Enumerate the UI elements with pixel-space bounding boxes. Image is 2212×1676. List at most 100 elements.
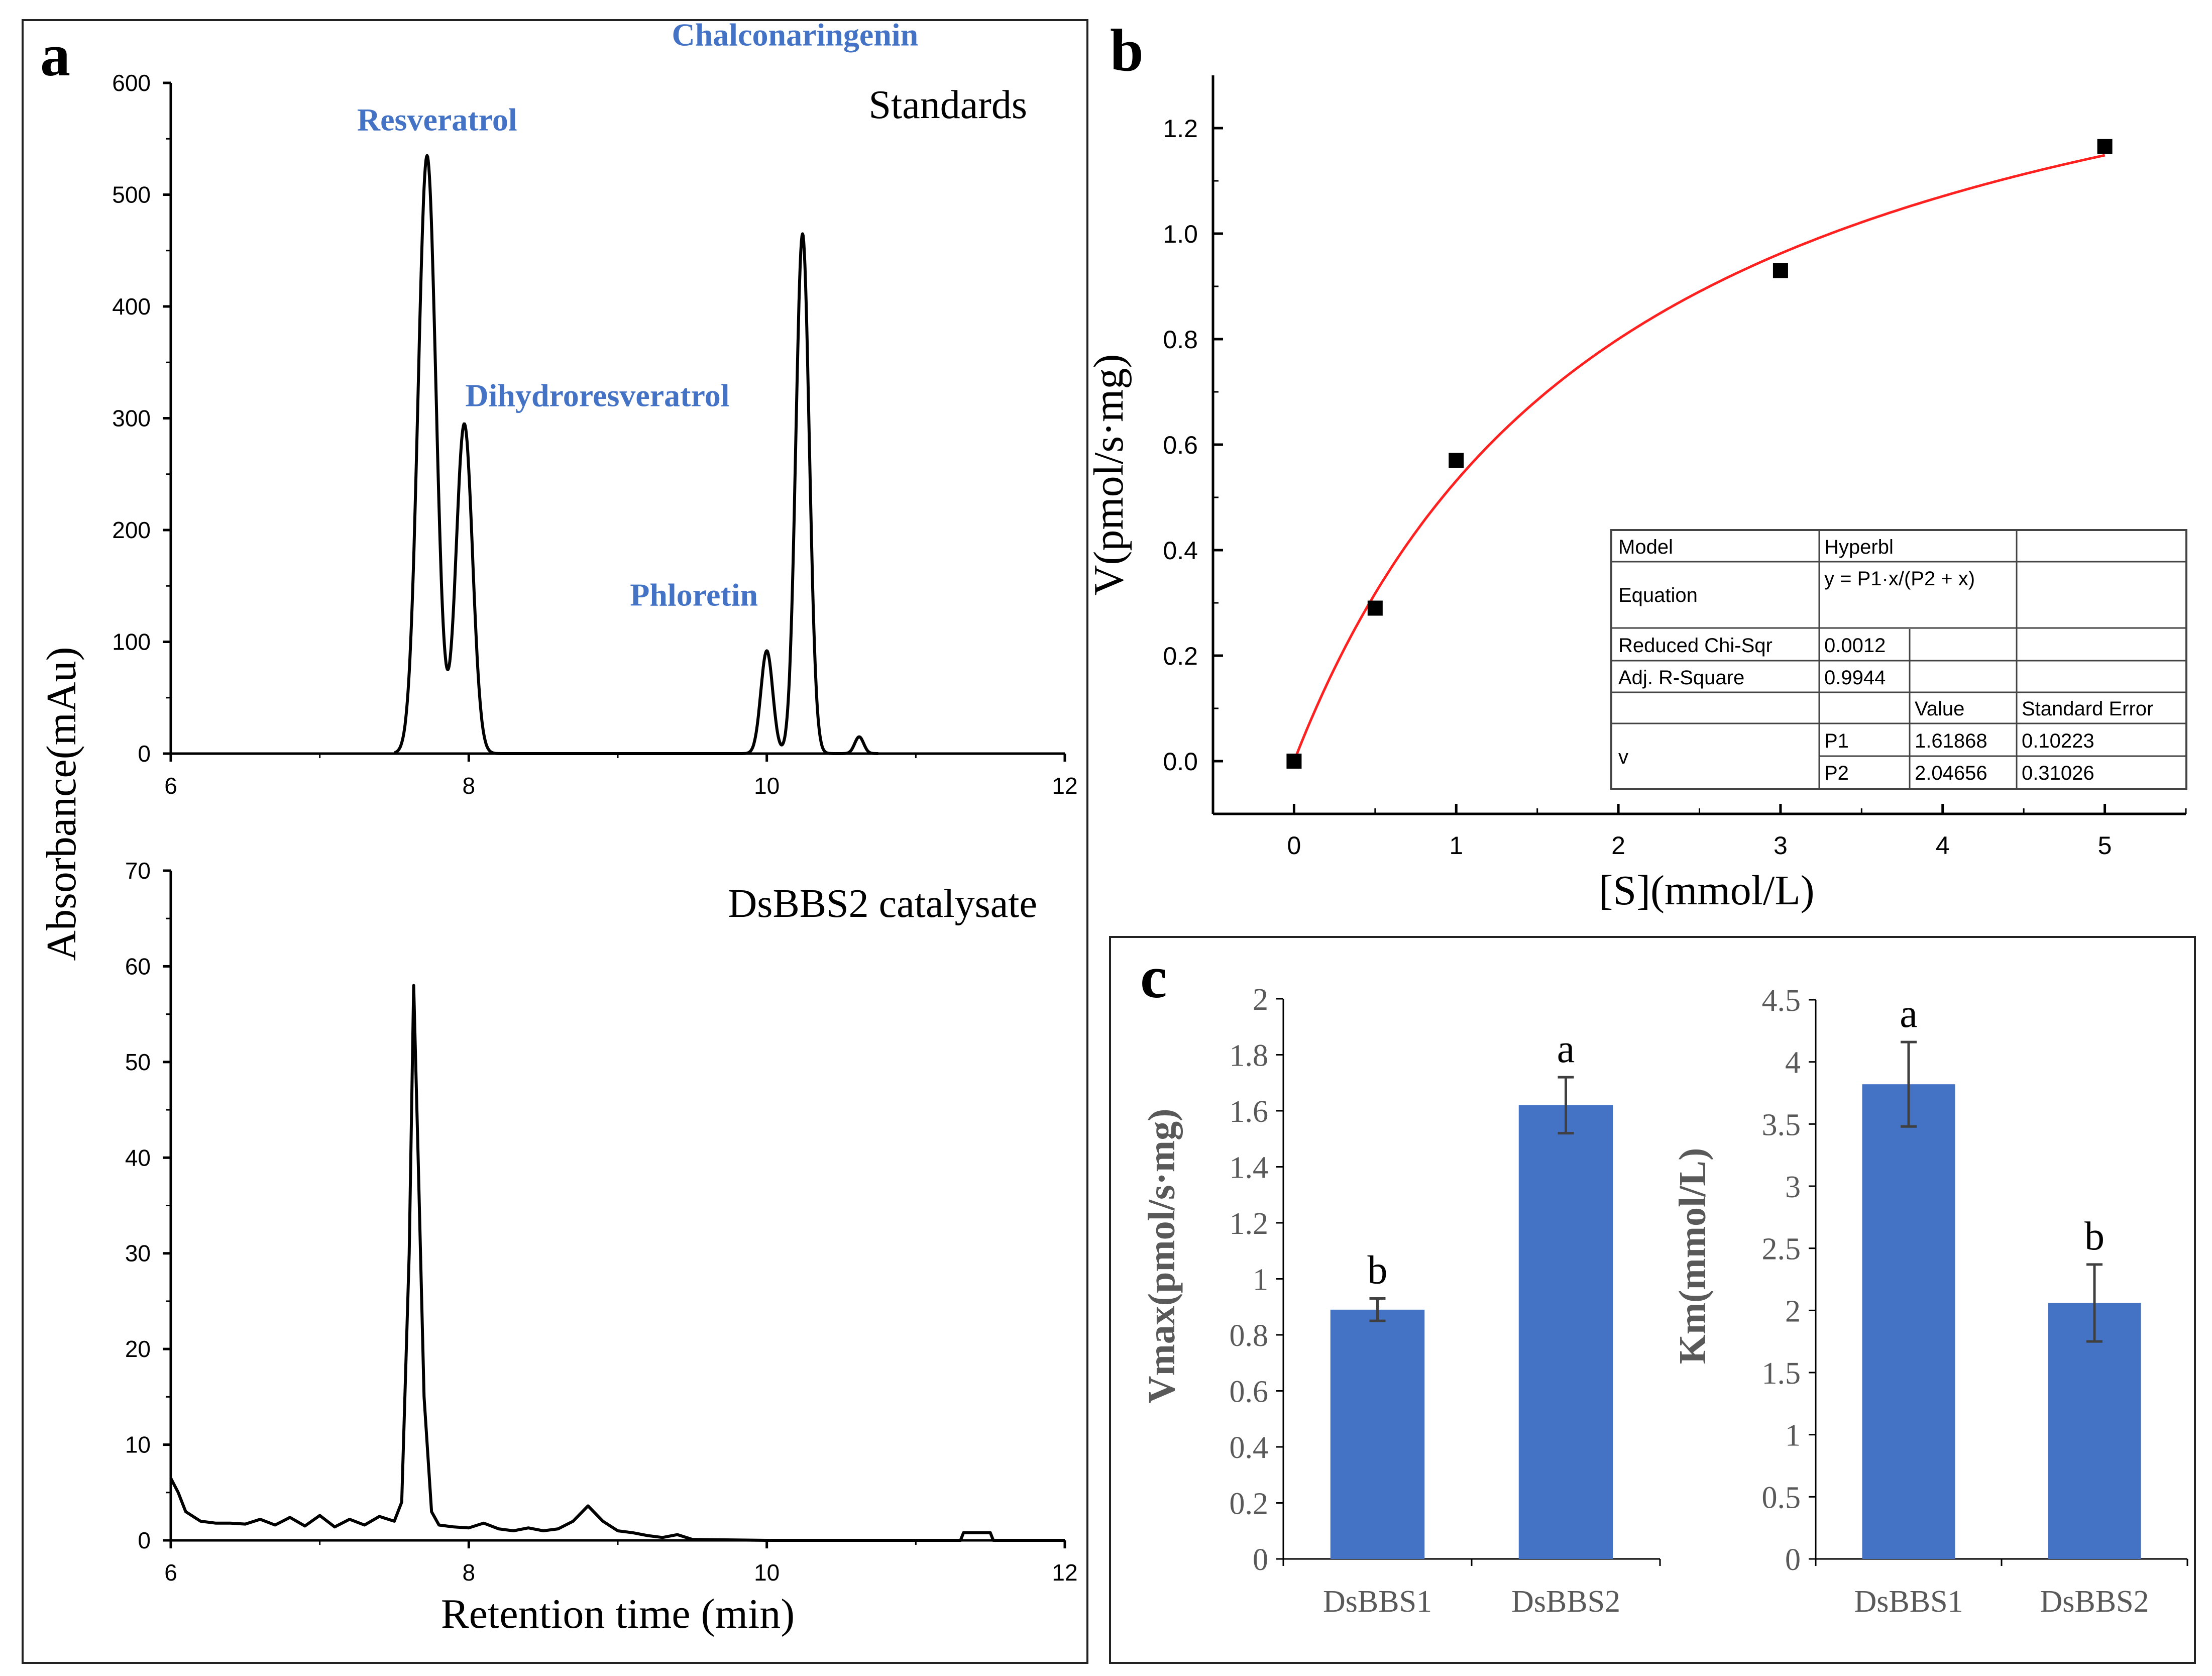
y-tick-label: 4.5 — [1762, 984, 1801, 1018]
y-tick-label: 0 — [1785, 1543, 1801, 1577]
hyperbolic-fit-curve — [1293, 154, 2106, 762]
y-tick-label: 1.8 — [1230, 1039, 1269, 1073]
y-tick-label: 1.2 — [1163, 115, 1198, 143]
table-p2-value: 2.04656 — [1915, 762, 1987, 784]
y-tick-label: 400 — [112, 293, 151, 320]
x-tick-label: 10 — [754, 773, 780, 799]
x-tick-label: 1 — [1449, 831, 1463, 860]
data-point — [1286, 754, 1302, 769]
significance-letter: a — [1557, 1027, 1575, 1071]
table-chisq-label: Reduced Chi-Sqr — [1618, 635, 1773, 657]
y-tick-label: 600 — [112, 70, 151, 96]
significance-letter: b — [2084, 1214, 2105, 1259]
bar — [2048, 1303, 2141, 1559]
table-model-value: Hyperbl — [1824, 536, 1894, 558]
x-tick-label: 12 — [1052, 773, 1077, 799]
significance-letter: a — [1900, 992, 1918, 1036]
y-tick-label: 3 — [1785, 1170, 1801, 1204]
y-tick-label: 4 — [1785, 1046, 1801, 1080]
y-tick-label: 0.2 — [1230, 1487, 1269, 1521]
peak-label-phloretin: Phloretin — [630, 577, 758, 612]
km-bar-chart: 0 0.5 1 1.5 2 2.5 3 3.5 4 4.5 a DsBBS1 b DsBBS2 Km(mm… — [1672, 984, 2188, 1619]
table-r2-label: Adj. R-Square — [1618, 667, 1744, 689]
significance-letter: b — [1368, 1248, 1388, 1293]
fit-results-table: Model Hyperbl Equation y = P1·x/(P2 + x)… — [1610, 529, 2187, 790]
y-tick-label: 0.4 — [1230, 1431, 1269, 1465]
bar — [1330, 1309, 1425, 1559]
y-tick-label: 0.0 — [1163, 748, 1198, 776]
y-tick-label: 1.2 — [1230, 1207, 1269, 1241]
catalysate-title: DsBBS2 catalysate — [728, 882, 1037, 926]
table-model-label: Model — [1618, 536, 1673, 558]
table-r2-value: 0.9944 — [1824, 667, 1886, 689]
x-tick-label: 8 — [463, 1559, 476, 1586]
table-se-header: Standard Error — [2022, 698, 2153, 720]
vmax-bar-chart: 0 0.2 0.4 0.6 0.8 1 1.2 1.4 1.6 1.8 2 b DsBBS1 a DsBBS… — [1141, 983, 1661, 1619]
catalysate-trace — [169, 984, 1065, 1542]
data-point — [2097, 139, 2113, 154]
y-tick-label: 0.8 — [1230, 1319, 1269, 1353]
y-tick-label: 1 — [1253, 1263, 1268, 1297]
x-tick-label: 0 — [1287, 831, 1301, 860]
y-tick-label: 0 — [138, 741, 151, 767]
y-tick-label: 40 — [125, 1144, 151, 1171]
table-equation-value: y = P1·x/(P2 + x) — [1824, 568, 1975, 590]
y-tick-label: 0.6 — [1163, 431, 1198, 459]
x-tick-label: 8 — [463, 773, 476, 799]
y-tick-label: 2 — [1253, 983, 1268, 1017]
category-label: DsBBS2 — [2040, 1585, 2149, 1619]
bar — [1518, 1105, 1613, 1559]
y-tick-label: 20 — [125, 1336, 151, 1362]
y-tick-label: 10 — [125, 1432, 151, 1458]
y-tick-label: 200 — [112, 517, 151, 543]
x-tick-label: 5 — [2098, 831, 2112, 860]
y-tick-label: 0.4 — [1163, 537, 1198, 565]
y-tick-label: 0.2 — [1163, 642, 1198, 670]
peak-label-chalconaringenin: Chalconaringenin — [672, 17, 918, 52]
table-p2-name: P2 — [1824, 762, 1849, 784]
panel-c-frame — [1109, 936, 2196, 1664]
peak-label-resveratrol: Resveratrol — [357, 102, 517, 138]
y-tick-label: 1.4 — [1230, 1151, 1269, 1185]
x-tick-label: 12 — [1052, 1559, 1077, 1586]
y-tick-label: 3.5 — [1762, 1108, 1801, 1142]
y-tick-label: 1.0 — [1163, 220, 1198, 248]
chromatogram-standards: 0 100 200 300 400 500 600 6 8 10 12 Standards Resv… — [112, 17, 1077, 799]
table-value-header: Value — [1915, 698, 1964, 720]
y-tick-label: 0 — [1253, 1543, 1268, 1577]
x-tick-label: 2 — [1611, 831, 1625, 860]
panel-c-letter: c — [1140, 944, 1167, 1010]
table-param-group: v — [1618, 746, 1628, 768]
y-tick-label: 60 — [125, 953, 151, 979]
standards-trace — [393, 154, 879, 755]
category-label: DsBBS1 — [1323, 1585, 1432, 1619]
y-tick-label: 70 — [125, 858, 151, 884]
table-p2-se: 0.31026 — [2022, 762, 2094, 784]
y-tick-label: 1.6 — [1230, 1095, 1269, 1129]
x-tick-label: 3 — [1774, 831, 1788, 860]
y-tick-label: 50 — [125, 1049, 151, 1075]
x-tick-label: 4 — [1936, 831, 1950, 860]
panel-b-letter: b — [1110, 17, 1144, 83]
y-tick-label: 0.8 — [1163, 326, 1198, 354]
y-tick-label: 500 — [112, 182, 151, 208]
y-tick-label: 2.5 — [1762, 1232, 1801, 1267]
x-tick-label: 10 — [754, 1559, 780, 1586]
vmax-y-axis-title: Vmax(pmol/s·mg) — [1141, 1109, 1183, 1404]
y-tick-label: 0.6 — [1230, 1375, 1269, 1409]
y-tick-label: 2 — [1785, 1294, 1801, 1328]
y-tick-label: 1.5 — [1762, 1356, 1801, 1391]
x-tick-label: 6 — [164, 773, 177, 799]
category-label: DsBBS1 — [1854, 1585, 1963, 1619]
kinetics-plot: 0.0 0.2 0.4 0.6 0.8 1.0 1.2 0 1 2 3 4 5 V(pmol/s·mg)… — [1085, 75, 2187, 914]
km-y-axis-title: Km(mmol/L) — [1672, 1148, 1714, 1365]
y-tick-label: 0 — [138, 1527, 151, 1553]
panel-b-x-axis-title: [S](mmol/L) — [1599, 867, 1814, 914]
standards-title: Standards — [868, 83, 1027, 127]
chromatogram-catalysate: 0 10 20 30 40 50 60 70 6 8 10 12 DsBBS2 catalysate — [125, 858, 1078, 1586]
y-tick-label: 300 — [112, 405, 151, 432]
panel-a-x-axis-title: Retention time (min) — [441, 1591, 795, 1637]
bar — [1862, 1084, 1955, 1559]
panel-a-y-axis-title: Absorbance(mAu) — [38, 647, 85, 961]
y-tick-label: 30 — [125, 1240, 151, 1267]
